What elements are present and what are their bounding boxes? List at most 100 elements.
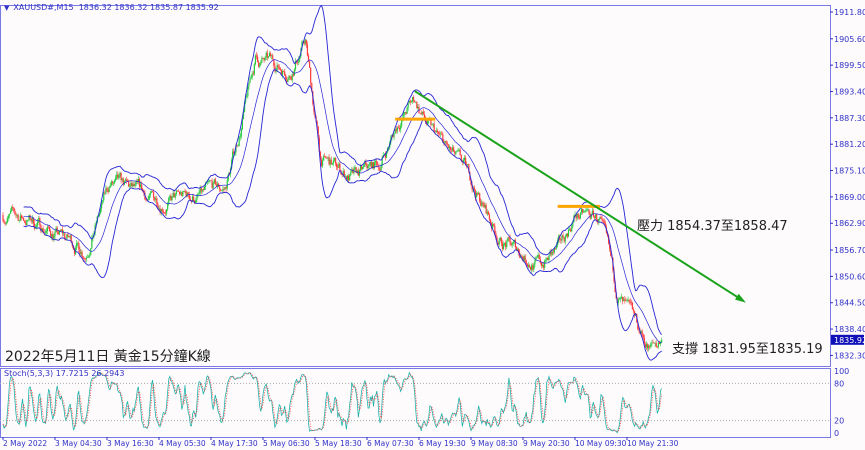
candle (84, 258, 86, 260)
candle (326, 158, 328, 159)
candle (5, 222, 7, 225)
candle (42, 228, 44, 232)
candle (490, 223, 493, 229)
candle (502, 244, 505, 249)
candle (173, 192, 175, 198)
candle (233, 151, 235, 154)
candle (213, 179, 215, 184)
candle (121, 178, 123, 181)
candle (409, 100, 411, 103)
candle (641, 331, 643, 335)
candle (476, 193, 479, 195)
candle (310, 67, 312, 83)
candle (533, 264, 535, 270)
price-tick-label: 1832.30 (834, 351, 865, 360)
candle (356, 170, 358, 173)
candle (493, 224, 495, 226)
candle (475, 193, 478, 198)
price-tick-label: 1905.60 (834, 35, 865, 44)
candle (637, 322, 639, 330)
main-pane-frame (0, 5, 831, 367)
candle (109, 185, 111, 188)
candle (546, 257, 548, 261)
candle (155, 198, 157, 200)
candle (269, 53, 272, 56)
candle (408, 100, 410, 104)
candle (444, 141, 446, 144)
price-tick-label: 1850.60 (834, 272, 865, 281)
candle (518, 248, 520, 253)
candle (299, 56, 301, 60)
candle (219, 186, 221, 190)
candle (649, 345, 651, 347)
candle (412, 97, 415, 101)
candle (468, 164, 470, 173)
candle (281, 71, 284, 76)
candle (282, 71, 285, 72)
candle (100, 201, 103, 209)
symbol-label: XAUUSD#,M15 (13, 3, 74, 12)
candle (133, 184, 135, 187)
candle (446, 142, 448, 145)
candle (431, 124, 433, 125)
candle (427, 120, 429, 125)
time-tick-label: 6 May 19:30 (419, 439, 466, 448)
candle (369, 162, 371, 165)
candle (112, 183, 115, 184)
candle (563, 237, 565, 242)
candle (277, 65, 279, 68)
candle (403, 112, 405, 118)
candle (351, 169, 353, 173)
candle (336, 163, 338, 168)
candle (184, 191, 186, 192)
bollinger-middle (23, 59, 662, 344)
candle (265, 52, 267, 57)
candle (607, 235, 610, 244)
candle (159, 208, 161, 213)
candle (79, 249, 81, 254)
candle (190, 200, 193, 201)
candle (549, 252, 551, 256)
candle (568, 229, 571, 231)
candles (2, 38, 663, 352)
candle (545, 260, 547, 261)
candle (16, 215, 18, 216)
candle (237, 145, 239, 147)
candle (414, 100, 416, 103)
candle (580, 208, 583, 213)
candle (528, 265, 531, 267)
candle (325, 156, 327, 159)
candle (575, 214, 577, 219)
candle (497, 242, 499, 245)
candle (481, 202, 483, 206)
candle (208, 180, 210, 182)
candle (523, 256, 525, 262)
candle (554, 248, 557, 249)
stoch-tick-label: 80 (834, 379, 844, 388)
candle (567, 229, 570, 237)
candle (350, 172, 352, 176)
candle (19, 215, 21, 221)
candle (537, 254, 539, 258)
chart-title-annotation: 2022年5月11日 黃金15分鐘K線 (5, 349, 211, 365)
candle (204, 182, 207, 187)
candle (200, 188, 202, 192)
candle (132, 184, 134, 187)
candle (26, 220, 28, 226)
candle (467, 164, 469, 166)
time-tick-label: 9 May 08:30 (471, 439, 518, 448)
candle (483, 203, 485, 208)
dropdown-triangle-icon[interactable]: ▼ (4, 4, 10, 12)
candle (460, 155, 462, 161)
candle (276, 65, 278, 71)
price-tick-label: 1881.20 (834, 140, 865, 149)
candle (8, 213, 11, 216)
candle (154, 197, 156, 200)
candle (458, 149, 460, 151)
candle (287, 79, 289, 82)
candle (522, 257, 524, 262)
candle (633, 311, 636, 316)
candle (624, 299, 626, 301)
candle (68, 236, 70, 238)
